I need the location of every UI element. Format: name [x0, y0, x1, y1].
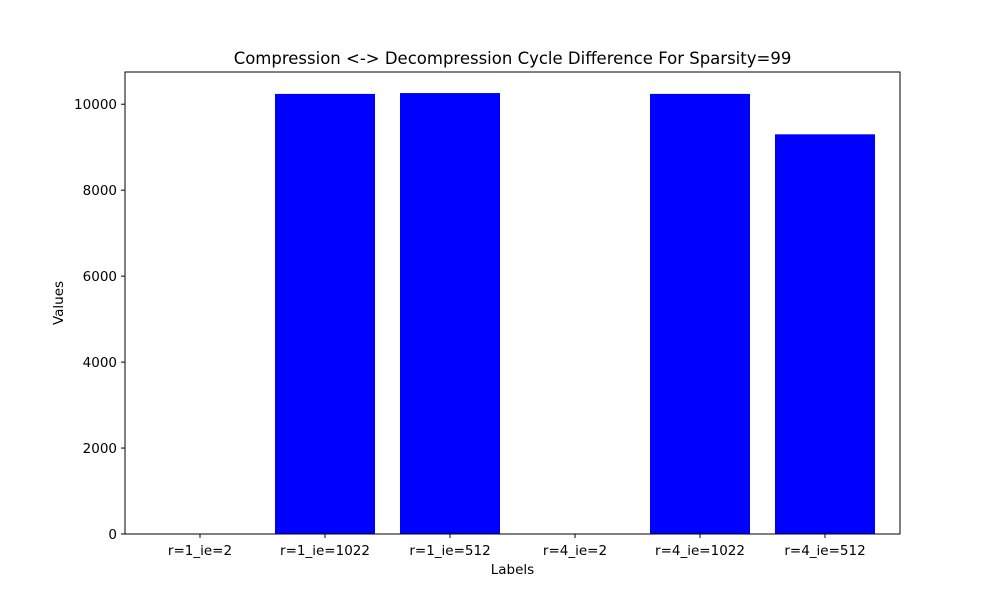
- bar-2: [275, 93, 375, 535]
- y-tick-label: 2000: [83, 441, 117, 457]
- y-tick-label: 0: [108, 527, 117, 543]
- x-tick-label: r=4_ie=1022: [655, 543, 745, 559]
- y-tick-label: 8000: [83, 183, 117, 199]
- y-axis: 0 2000 4000 6000 8000 10000: [74, 97, 125, 543]
- x-tick-label: r=1_ie=512: [409, 543, 490, 559]
- bar-6: [775, 134, 875, 534]
- plot-frame: [124, 71, 901, 535]
- y-tick-label: 4000: [83, 355, 117, 371]
- x-tick-label: r=1_ie=2: [168, 543, 232, 559]
- bar-3: [400, 93, 500, 534]
- y-tick-label: 6000: [83, 269, 117, 285]
- x-tick-label: r=4_ie=2: [543, 543, 607, 559]
- x-tick-label: r=1_ie=1022: [280, 543, 370, 559]
- bars: [275, 93, 875, 535]
- x-axis-label: Labels: [491, 562, 534, 578]
- y-tick-label: 10000: [74, 97, 117, 113]
- chart-title: Compression <-> Decompression Cycle Diff…: [234, 49, 792, 68]
- x-tick-label: r=4_ie=512: [784, 543, 865, 559]
- x-axis: r=1_ie=2 r=1_ie=1022 r=1_ie=512 r=4_ie=2 r=4…: [168, 534, 866, 559]
- bar-5: [650, 93, 750, 535]
- y-axis-label: Values: [51, 281, 67, 325]
